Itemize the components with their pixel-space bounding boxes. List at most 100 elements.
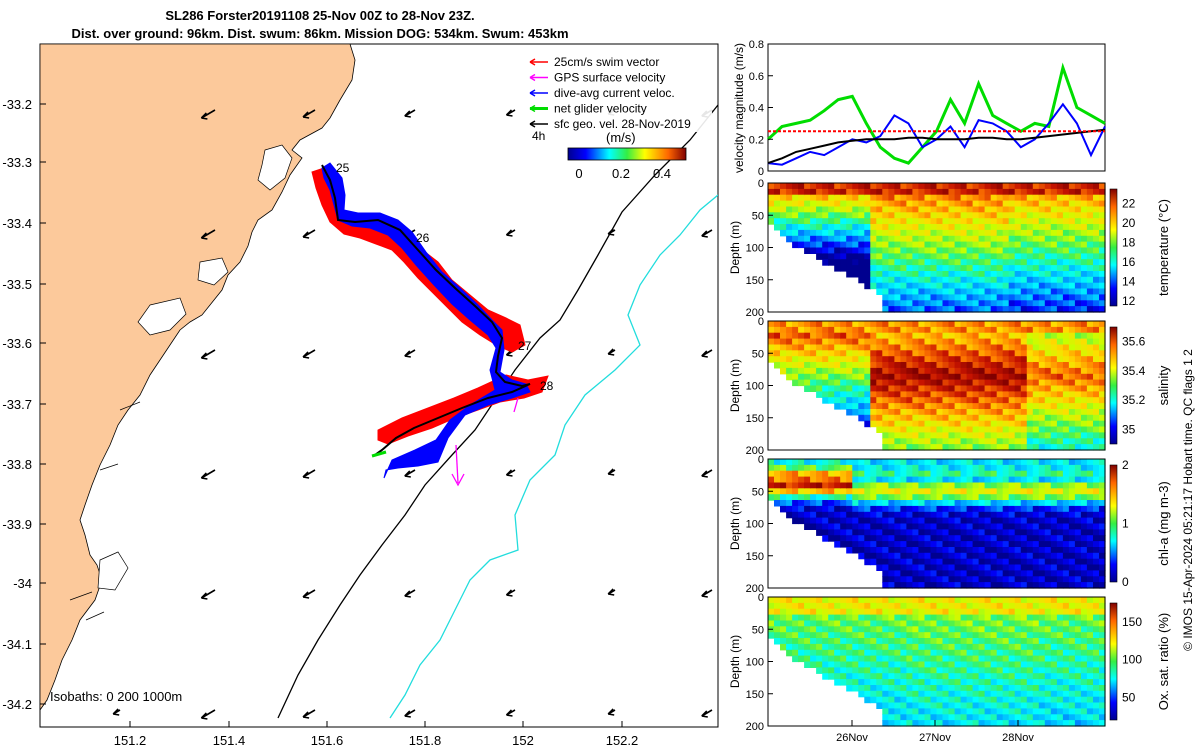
temperature-cell — [1093, 212, 1100, 219]
temperature-cell — [930, 183, 938, 190]
oxygen-cell — [1002, 690, 1010, 698]
temperature-cell — [912, 282, 919, 290]
chla-cell — [870, 488, 877, 495]
chla-cell — [798, 505, 805, 513]
temperature-cell — [876, 194, 883, 202]
salinity-cell — [840, 338, 847, 346]
oxygen-cell — [888, 696, 895, 704]
salinity-cell — [810, 367, 817, 375]
temperature-cell — [1074, 206, 1082, 213]
salinity-cell — [810, 385, 817, 392]
oxygen-cell — [912, 667, 919, 674]
temperature-cell — [1056, 218, 1064, 225]
salinity-cell — [1056, 444, 1064, 451]
salinity-cell — [822, 332, 829, 340]
temperature-cell — [1062, 224, 1070, 231]
oxygen-colorbar-tick: 150 — [1122, 615, 1142, 629]
temperature-cell — [942, 294, 950, 301]
salinity-cell — [1032, 409, 1040, 416]
salinity-cell — [780, 367, 787, 375]
oxygen-cell — [924, 597, 932, 604]
oxygen-cell — [1032, 632, 1040, 639]
chla-cell — [1086, 488, 1094, 495]
chla-cell — [978, 505, 986, 513]
salinity-cell — [990, 379, 998, 387]
chla-cell — [894, 570, 901, 577]
chla-cell — [894, 482, 901, 489]
oxygen-cell — [1008, 597, 1016, 604]
temperature-cell — [1008, 253, 1016, 260]
temperature-cell — [918, 271, 925, 278]
oxygen-cell — [1074, 696, 1082, 704]
salinity-cell — [966, 326, 974, 334]
salinity-cell — [966, 350, 974, 357]
temperature-cell — [1032, 188, 1040, 196]
chla-cell — [858, 459, 865, 466]
salinity-cell — [864, 414, 871, 422]
oxygen-cell — [876, 602, 883, 610]
temperature-cell — [990, 294, 998, 301]
oxygen-cell — [978, 661, 986, 668]
oxygen-cell — [1026, 614, 1034, 622]
temperature-cell — [948, 271, 956, 278]
oxygen-cell — [1002, 673, 1010, 680]
temperature-cell — [954, 253, 962, 260]
salinity-cell — [1062, 350, 1070, 357]
oxygen-cell — [900, 714, 907, 721]
chla-cell — [786, 500, 793, 507]
salinity-cell — [972, 367, 980, 375]
temperature-cell — [900, 253, 907, 260]
oxygen-cell — [1020, 649, 1028, 657]
oxygen-cell — [780, 632, 787, 639]
salinity-cell — [858, 344, 865, 351]
temperature-cell — [1008, 259, 1016, 266]
salinity-cell — [1093, 356, 1100, 363]
legend-arrowhead — [529, 104, 536, 113]
oxygen-cell — [1068, 720, 1076, 727]
oxygen-cell — [966, 602, 974, 610]
temperature-cell — [858, 212, 865, 219]
oxygen-cell — [1008, 643, 1016, 651]
oxygen-cell — [1099, 661, 1106, 668]
chla-cell — [894, 523, 901, 530]
salinity-cell — [930, 438, 938, 445]
salinity-cell — [774, 321, 781, 328]
temperature-cell — [780, 212, 787, 219]
oxygen-cell — [1020, 626, 1028, 633]
temperature-cell — [936, 276, 944, 284]
chla-cell — [1062, 529, 1070, 536]
temperature-cell — [912, 271, 919, 278]
chla-cell — [918, 488, 925, 495]
oxygen-cell — [834, 597, 841, 604]
oxygen-cell — [834, 667, 841, 674]
oxygen-cell — [912, 720, 919, 727]
oxygen-cell — [1020, 638, 1028, 645]
temperature-cell — [948, 241, 956, 249]
salinity-cell — [906, 321, 913, 328]
salinity-cell — [1050, 356, 1058, 363]
temperature-cell — [900, 206, 907, 213]
oxygen-cell — [918, 649, 925, 657]
chla-cell — [1020, 488, 1028, 495]
temperature-cell — [1074, 282, 1082, 290]
chla-cell — [846, 517, 853, 525]
chla-cell — [1038, 488, 1046, 495]
temperature-cell — [978, 294, 986, 301]
chla-cell — [804, 482, 811, 489]
chla-cell — [852, 488, 859, 495]
chla-cell — [882, 488, 889, 495]
salinity-cell — [990, 356, 998, 363]
salinity-cell — [1093, 338, 1100, 346]
salinity-cell — [846, 403, 853, 410]
salinity-cell — [1086, 397, 1094, 404]
oxygen-cell — [996, 714, 1004, 721]
temperature-cell — [888, 224, 895, 231]
oxygen-cell — [774, 602, 781, 610]
oxygen-cell — [1086, 620, 1094, 627]
temperature-cell — [912, 265, 919, 272]
salinity-cell — [840, 379, 847, 387]
salinity-cell — [1032, 344, 1040, 351]
oxygen-cell — [996, 602, 1004, 610]
depth-tick-label: 0 — [758, 454, 764, 466]
oxygen-cell — [936, 655, 944, 663]
